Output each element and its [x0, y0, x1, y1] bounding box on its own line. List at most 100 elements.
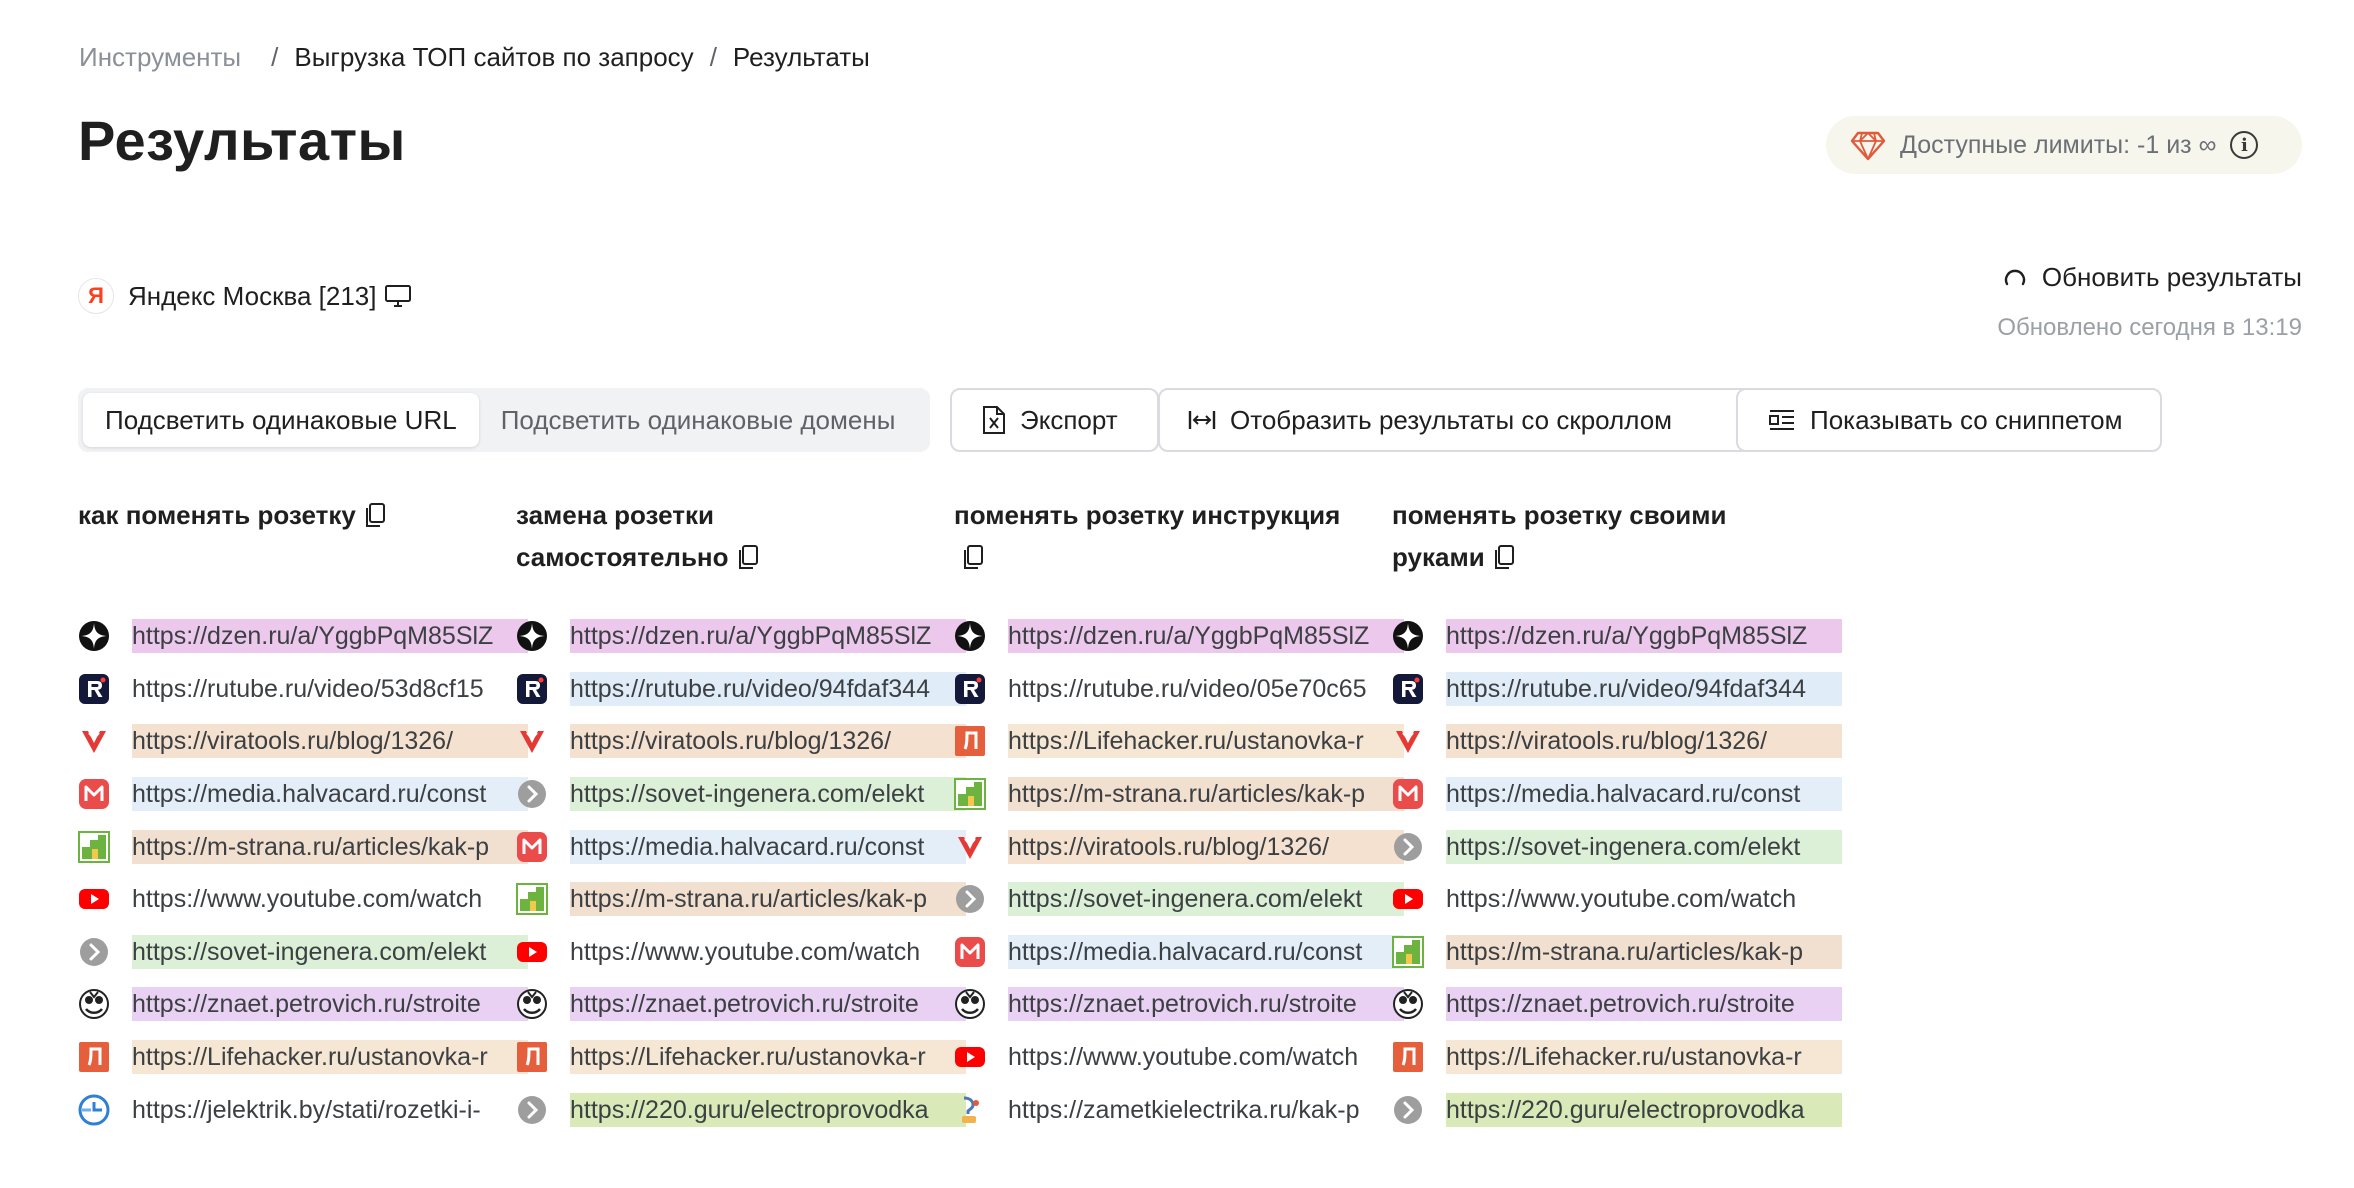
mstrana-favicon-icon [78, 830, 110, 863]
result-url-link[interactable]: https://znaet.petrovich.ru/stroite [1008, 987, 1404, 1022]
result-url-link[interactable]: https://dzen.ru/a/YggbPqM85SlZ [1008, 619, 1404, 654]
scroll-view-button[interactable]: Отобразить результаты со скроллом [1158, 388, 1752, 452]
result-url-link[interactable]: https://www.youtube.com/watch [132, 885, 483, 914]
copy-icon[interactable] [737, 540, 759, 582]
result-url-link[interactable]: https://m-strana.ru/articles/kak-p [1008, 777, 1404, 812]
zametki-favicon-icon [954, 1094, 986, 1126]
result-row: https://znaet.petrovich.ru/stroite [1392, 978, 1842, 1031]
result-url-link[interactable]: https://viratools.ru/blog/1326/ [570, 724, 966, 759]
result-url-link[interactable]: https://Lifehacker.ru/ustanovka-r [1446, 1040, 1842, 1075]
result-url-link[interactable]: https://m-strana.ru/articles/kak-p [1446, 934, 1842, 969]
result-url-link[interactable]: https://media.halvacard.ru/const [132, 777, 528, 812]
results-column: замена розетки самостоятельно https://dze… [516, 494, 966, 1127]
result-url-link[interactable]: https://www.youtube.com/watch [570, 937, 921, 966]
limits-text: Доступные лимиты: -1 из ∞ [1900, 130, 2217, 159]
result-url-link[interactable]: https://viratools.ru/blog/1326/ [1008, 829, 1404, 864]
highlight-same-domain-option[interactable]: Подсветить одинаковые домены [500, 404, 896, 435]
result-url-link[interactable]: https://znaet.petrovich.ru/stroite [1446, 987, 1842, 1022]
rutube-favicon-icon [78, 673, 110, 705]
result-url-link[interactable]: https://sovet-ingenera.com/elekt [570, 777, 966, 812]
result-url-link[interactable]: https://dzen.ru/a/YggbPqM85SlZ [570, 619, 966, 654]
result-url-link[interactable]: https://rutube.ru/video/94fdaf344 [570, 671, 966, 706]
halva-favicon-icon [516, 831, 548, 863]
snippet-icon [1769, 410, 1794, 430]
result-url-link[interactable]: https://media.halvacard.ru/const [1008, 934, 1404, 969]
result-url-link[interactable]: https://rutube.ru/video/53d8cf15 [132, 674, 484, 703]
result-row: https://sovet-ingenera.com/elekt [1392, 820, 1842, 873]
halva-favicon-icon [78, 778, 110, 810]
export-button[interactable]: Экспорт [950, 388, 1159, 452]
result-row: https://www.youtube.com/watch [516, 926, 966, 979]
result-row: https://dzen.ru/a/YggbPqM85SlZ [516, 610, 966, 663]
copy-icon[interactable] [962, 540, 984, 582]
result-url-link[interactable]: https://dzen.ru/a/YggbPqM85SlZ [132, 619, 528, 654]
result-url-link[interactable]: https://m-strana.ru/articles/kak-p [132, 829, 528, 864]
result-url-link[interactable]: https://media.halvacard.ru/const [1446, 777, 1842, 812]
result-row: https://m-strana.ru/articles/kak-p [516, 873, 966, 926]
result-url-link[interactable]: https://sovet-ingenera.com/elekt [1446, 829, 1842, 864]
result-url-link[interactable]: https://Lifehacker.ru/ustanovka-r [570, 1040, 966, 1075]
result-row: https://media.halvacard.ru/const [1392, 768, 1842, 821]
mstrana-favicon-icon [1392, 935, 1424, 968]
result-url-link[interactable]: https://sovet-ingenera.com/elekt [1008, 882, 1404, 917]
breadcrumb: Инструменты / Выгрузка ТОП сайтов по зап… [79, 42, 870, 73]
result-url-link[interactable]: https://Lifehacker.ru/ustanovka-r [1008, 724, 1404, 759]
copy-icon[interactable] [364, 498, 386, 540]
yandex-logo-icon: Я [78, 278, 114, 314]
results-list: https://dzen.ru/a/YggbPqM85SlZ https://ru… [516, 610, 966, 1136]
result-url-link[interactable]: https://jelektrik.by/stati/rozetki-i- [132, 1095, 481, 1124]
dzen-favicon-icon [516, 620, 548, 652]
result-url-link[interactable]: https://media.halvacard.ru/const [570, 829, 966, 864]
info-icon[interactable]: i [2230, 131, 2259, 159]
lifehacker-favicon-icon [516, 1041, 548, 1073]
result-row: https://dzen.ru/a/YggbPqM85SlZ [954, 610, 1404, 663]
result-url-link[interactable]: https://sovet-ingenera.com/elekt [132, 934, 528, 969]
query-text: как поменять розетку [78, 500, 356, 530]
breadcrumb-tools-link[interactable]: Инструменты [79, 42, 242, 72]
copy-icon[interactable] [1493, 540, 1515, 582]
query-text: замена розетки самостоятельно [516, 500, 729, 572]
viratools-favicon-icon [78, 725, 110, 757]
result-url-link[interactable]: https://znaet.petrovich.ru/stroite [132, 987, 528, 1022]
petrovich-favicon-icon [1392, 988, 1424, 1020]
result-url-link[interactable]: https://znaet.petrovich.ru/stroite [570, 987, 966, 1022]
result-url-link[interactable]: https://dzen.ru/a/YggbPqM85SlZ [1446, 619, 1842, 654]
dzen-favicon-icon [1392, 620, 1424, 652]
result-url-link[interactable]: https://rutube.ru/video/94fdaf344 [1446, 671, 1842, 706]
results-column: как поменять розетку https://dzen.ru/a/Yg… [78, 494, 528, 1126]
result-url-link[interactable]: https://viratools.ru/blog/1326/ [132, 724, 528, 759]
highlight-same-url-option[interactable]: Подсветить одинаковые URL [83, 393, 479, 447]
breadcrumb-tool-link[interactable]: Выгрузка ТОП сайтов по запросу [294, 42, 694, 72]
halva-favicon-icon [1392, 778, 1424, 810]
mstrana-favicon-icon [516, 883, 548, 916]
dzen-favicon-icon [78, 620, 110, 652]
result-url-link[interactable]: https://220.guru/electroprovodka [570, 1092, 966, 1127]
result-row: https://sovet-ingenera.com/elekt [954, 873, 1404, 926]
result-url-link[interactable]: https://www.youtube.com/watch [1008, 1043, 1359, 1072]
refresh-icon [2004, 269, 2026, 285]
region-name: Яндекс Москва [213] [128, 280, 377, 311]
result-url-link[interactable]: https://220.guru/electroprovodka [1446, 1092, 1842, 1127]
refresh-results-button[interactable]: Обновить результаты [2002, 262, 2302, 293]
viratools-favicon-icon [516, 725, 548, 757]
result-url-link[interactable]: https://www.youtube.com/watch [1446, 885, 1797, 914]
breadcrumb-separator: / [709, 42, 717, 72]
result-url-link[interactable]: https://m-strana.ru/articles/kak-p [570, 882, 966, 917]
petrovich-favicon-icon [78, 988, 110, 1020]
lifehacker-favicon-icon [78, 1041, 110, 1073]
page-title: Результаты [78, 109, 406, 172]
result-url-link[interactable]: https://zametkielectrika.ru/kak-p [1008, 1095, 1360, 1124]
rutube-favicon-icon [516, 673, 548, 705]
limits-badge: Доступные лимиты: -1 из ∞ i [1826, 116, 2302, 174]
result-row: https://Lifehacker.ru/ustanovka-r [954, 715, 1404, 768]
result-url-link[interactable]: https://viratools.ru/blog/1326/ [1446, 724, 1842, 759]
show-snippet-button[interactable]: Показывать со сниппетом [1736, 388, 2162, 452]
result-row: https://media.halvacard.ru/const [954, 926, 1404, 979]
result-row: https://zametkielectrika.ru/kak-p [954, 1083, 1404, 1136]
result-url-link[interactable]: https://Lifehacker.ru/ustanovka-r [132, 1040, 528, 1075]
result-row: https://media.halvacard.ru/const [78, 768, 528, 821]
breadcrumb-current: Результаты [732, 42, 870, 72]
result-row: https://m-strana.ru/articles/kak-p [78, 820, 528, 873]
result-url-link[interactable]: https://rutube.ru/video/05e70c65 [1008, 674, 1367, 703]
